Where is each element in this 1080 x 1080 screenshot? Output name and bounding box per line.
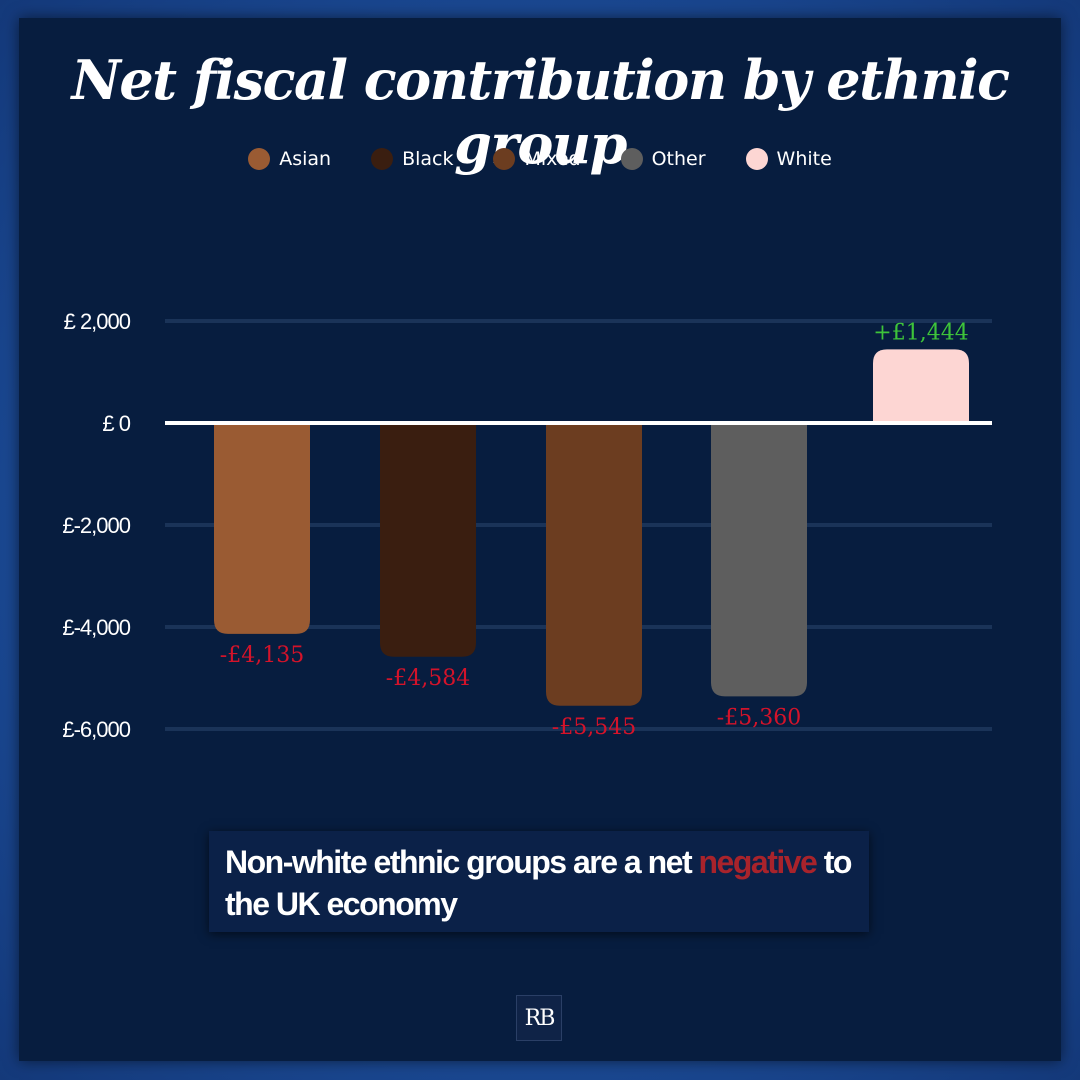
y-tick-label: £-4,000 bbox=[62, 615, 130, 640]
bar-white bbox=[873, 349, 969, 423]
data-label: -£5,360 bbox=[717, 705, 801, 730]
callout-text: Non-white ethnic groups are a net bbox=[225, 844, 699, 880]
legend-item-asian: Asian bbox=[248, 148, 331, 170]
y-tick-label: £ 0 bbox=[102, 411, 130, 436]
bar-other bbox=[711, 423, 807, 697]
bar-asian bbox=[214, 423, 310, 634]
callout-highlight: negative bbox=[698, 844, 818, 880]
legend-swatch-black bbox=[371, 148, 394, 170]
y-tick-label: £ 2,000 bbox=[64, 309, 131, 334]
callout-text-end: to the UK economy bbox=[225, 844, 852, 922]
legend-swatch-asian bbox=[248, 148, 271, 170]
y-tick-label: £-2,000 bbox=[62, 513, 130, 538]
bar-mixed bbox=[546, 423, 642, 706]
legend-label-other: Other bbox=[651, 148, 706, 170]
data-label: -£4,584 bbox=[386, 666, 470, 691]
legend-item-black: Black bbox=[371, 148, 453, 170]
legend-label-mixed: Mixed bbox=[524, 148, 581, 170]
data-label: -£4,135 bbox=[220, 643, 304, 668]
callout-box: Non-white ethnic groups are a net negati… bbox=[209, 831, 869, 932]
legend-swatch-other bbox=[620, 148, 643, 170]
legend-swatch-white bbox=[745, 148, 768, 170]
data-label: +£1,444 bbox=[873, 320, 968, 345]
chart-legend: Asian Black Mixed Other White bbox=[0, 148, 1080, 170]
legend-item-mixed: Mixed bbox=[493, 148, 581, 170]
legend-label-asian: Asian bbox=[279, 148, 332, 170]
legend-item-white: White bbox=[745, 148, 832, 170]
legend-label-white: White bbox=[776, 148, 832, 170]
y-tick-label: £-6,000 bbox=[62, 717, 130, 742]
brand-logo-text: RB bbox=[524, 1005, 556, 1031]
chart-title: Net fiscal contribution by ethnic group bbox=[71, 48, 1010, 176]
brand-logo: RB bbox=[516, 995, 562, 1041]
legend-label-black: Black bbox=[402, 148, 454, 170]
legend-item-other: Other bbox=[620, 148, 706, 170]
bar-black bbox=[380, 423, 476, 657]
data-label: -£5,545 bbox=[552, 715, 636, 740]
legend-swatch-mixed bbox=[493, 148, 516, 170]
